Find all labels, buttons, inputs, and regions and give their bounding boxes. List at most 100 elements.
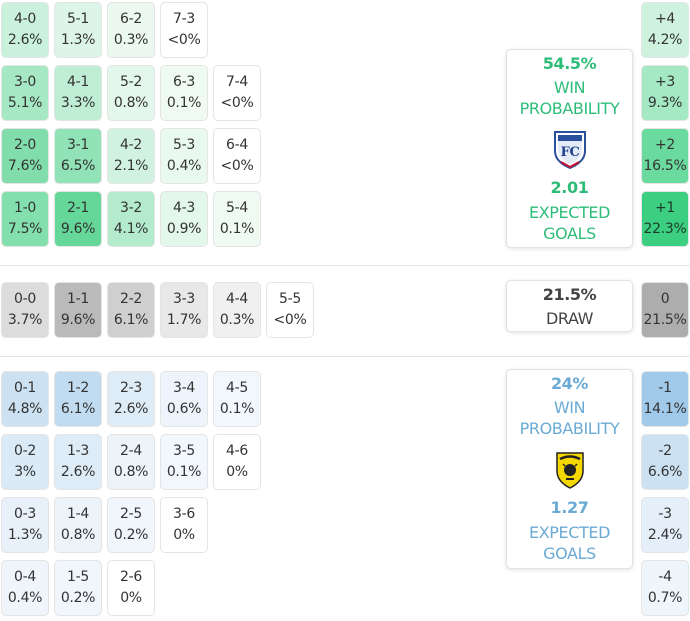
cell-score: 2-3 xyxy=(120,380,142,396)
cell-probability: 3% xyxy=(14,464,36,480)
home-margin-cell: +2 16.5% xyxy=(641,128,689,184)
cell-probability: 7.5% xyxy=(7,221,43,237)
draw-score-cell: 0-0 3.7% xyxy=(1,282,49,338)
cell-score: 4-1 xyxy=(67,74,89,90)
home-margin-cell: +1 22.3% xyxy=(641,191,689,247)
cell-score: 0-3 xyxy=(14,506,36,522)
away-summary-card: 24% WIN PROBABILITY 1.27 EXPECTED GOALS xyxy=(506,369,633,569)
cell-probability: 2.6% xyxy=(60,464,96,480)
cell-probability: 1.3% xyxy=(60,32,96,48)
cell-probability: 0.2% xyxy=(113,527,149,543)
cell-probability: 0.2% xyxy=(60,590,96,606)
cell-probability: 7.6% xyxy=(7,158,43,174)
away-margin-cell: -2 6.6% xyxy=(641,434,689,490)
cell-probability: 2.6% xyxy=(7,32,43,48)
cell-score: -4 xyxy=(658,569,672,585)
away-win-label-line1: WIN xyxy=(553,398,586,417)
home-score-cell: 3-0 5.1% xyxy=(1,65,49,121)
draw-probability: 21.5% xyxy=(542,285,597,304)
cell-score: 2-5 xyxy=(120,506,142,522)
draw-score-cell: 5-5 <0% xyxy=(266,282,314,338)
cell-score: +1 xyxy=(654,200,676,216)
away-xg-label-line1: EXPECTED xyxy=(528,523,610,542)
home-score-cell: 4-2 2.1% xyxy=(107,128,155,184)
home-score-cell: 5-4 0.1% xyxy=(213,191,261,247)
cell-probability: 3.7% xyxy=(7,312,43,328)
svg-text:FC: FC xyxy=(560,145,579,160)
cell-probability: 0.8% xyxy=(60,527,96,543)
home-score-cell: 2-1 9.6% xyxy=(54,191,102,247)
cell-probability: <0% xyxy=(220,95,254,111)
away-score-cell: 1-3 2.6% xyxy=(54,434,102,490)
cell-probability: 1.3% xyxy=(7,527,43,543)
cell-score: 5-1 xyxy=(67,11,89,27)
away-score-cell: 2-4 0.8% xyxy=(107,434,155,490)
cell-probability: 4.2% xyxy=(647,32,683,48)
away-score-cell: 0-2 3% xyxy=(1,434,49,490)
away-score-cell: 0-3 1.3% xyxy=(1,497,49,553)
shield-crest-icon: FC xyxy=(553,131,586,169)
cell-probability: 6.6% xyxy=(647,464,683,480)
cell-score: 2-2 xyxy=(120,291,142,307)
away-expected-goals: 1.27 xyxy=(550,498,589,517)
cell-probability: 0.3% xyxy=(219,312,255,328)
home-score-cell: 1-0 7.5% xyxy=(1,191,49,247)
draw-summary-card: 21.5% DRAW xyxy=(506,280,633,332)
away-score-cell: 0-1 4.8% xyxy=(1,371,49,427)
cell-score: 4-4 xyxy=(226,291,248,307)
cell-score: 1-4 xyxy=(67,506,89,522)
cell-probability: 9.3% xyxy=(647,95,683,111)
cell-probability: <0% xyxy=(220,158,254,174)
home-score-cell: 3-2 4.1% xyxy=(107,191,155,247)
home-score-cell: 3-1 6.5% xyxy=(54,128,102,184)
home-score-cell: 6-3 0.1% xyxy=(160,65,208,121)
draw-score-cell: 1-1 9.6% xyxy=(54,282,102,338)
home-score-cell: 7-4 <0% xyxy=(213,65,261,121)
draw-score-cell: 4-4 0.3% xyxy=(213,282,261,338)
away-score-cell: 1-2 6.1% xyxy=(54,371,102,427)
home-score-cell: 7-3 <0% xyxy=(160,2,208,58)
cell-probability: 0.9% xyxy=(166,221,202,237)
cell-probability: 4.8% xyxy=(7,401,43,417)
away-score-cell: 3-4 0.6% xyxy=(160,371,208,427)
away-score-cell: 0-4 0.4% xyxy=(1,560,49,616)
cell-probability: 0.3% xyxy=(113,32,149,48)
cell-score: 5-2 xyxy=(120,74,142,90)
cell-score: 7-4 xyxy=(226,74,248,90)
cell-probability: <0% xyxy=(167,32,201,48)
away-margin-cell: -1 14.1% xyxy=(641,371,689,427)
draw-score-cell: 2-2 6.1% xyxy=(107,282,155,338)
cell-score: +3 xyxy=(654,74,676,90)
away-margin-cell: -3 2.4% xyxy=(641,497,689,553)
cell-score: 3-6 xyxy=(173,506,195,522)
cell-score: 6-4 xyxy=(226,137,248,153)
home-xg-label-line1: EXPECTED xyxy=(528,203,610,222)
cell-probability: 0.8% xyxy=(113,464,149,480)
cell-probability: 2.1% xyxy=(113,158,149,174)
cell-probability: 22.3% xyxy=(643,221,687,237)
cell-probability: 0.8% xyxy=(113,95,149,111)
cell-probability: 1.7% xyxy=(166,312,202,328)
cell-score: 3-4 xyxy=(173,380,195,396)
cell-probability: 0.4% xyxy=(7,590,43,606)
home-score-cell: 5-1 1.3% xyxy=(54,2,102,58)
cell-score: 0-1 xyxy=(14,380,36,396)
away-score-cell: 1-4 0.8% xyxy=(54,497,102,553)
cell-score: 2-4 xyxy=(120,443,142,459)
draw-margin-cell: 0 21.5% xyxy=(641,282,689,338)
home-score-cell: 5-3 0.4% xyxy=(160,128,208,184)
cell-score: 3-3 xyxy=(173,291,195,307)
cell-score: 7-3 xyxy=(173,11,195,27)
cell-score: 3-1 xyxy=(67,137,89,153)
cell-score: 0-2 xyxy=(14,443,36,459)
cell-score: 3-2 xyxy=(120,200,142,216)
home-score-cell: 4-1 3.3% xyxy=(54,65,102,121)
cell-score: 1-3 xyxy=(67,443,89,459)
cell-score: 5-4 xyxy=(226,200,248,216)
cell-probability: 16.5% xyxy=(643,158,687,174)
cell-probability: 2.4% xyxy=(647,527,683,543)
cell-probability: 14.1% xyxy=(643,401,687,417)
cell-score: +4 xyxy=(654,11,676,27)
cell-probability: 0% xyxy=(173,527,195,543)
cell-score: 3-0 xyxy=(14,74,36,90)
